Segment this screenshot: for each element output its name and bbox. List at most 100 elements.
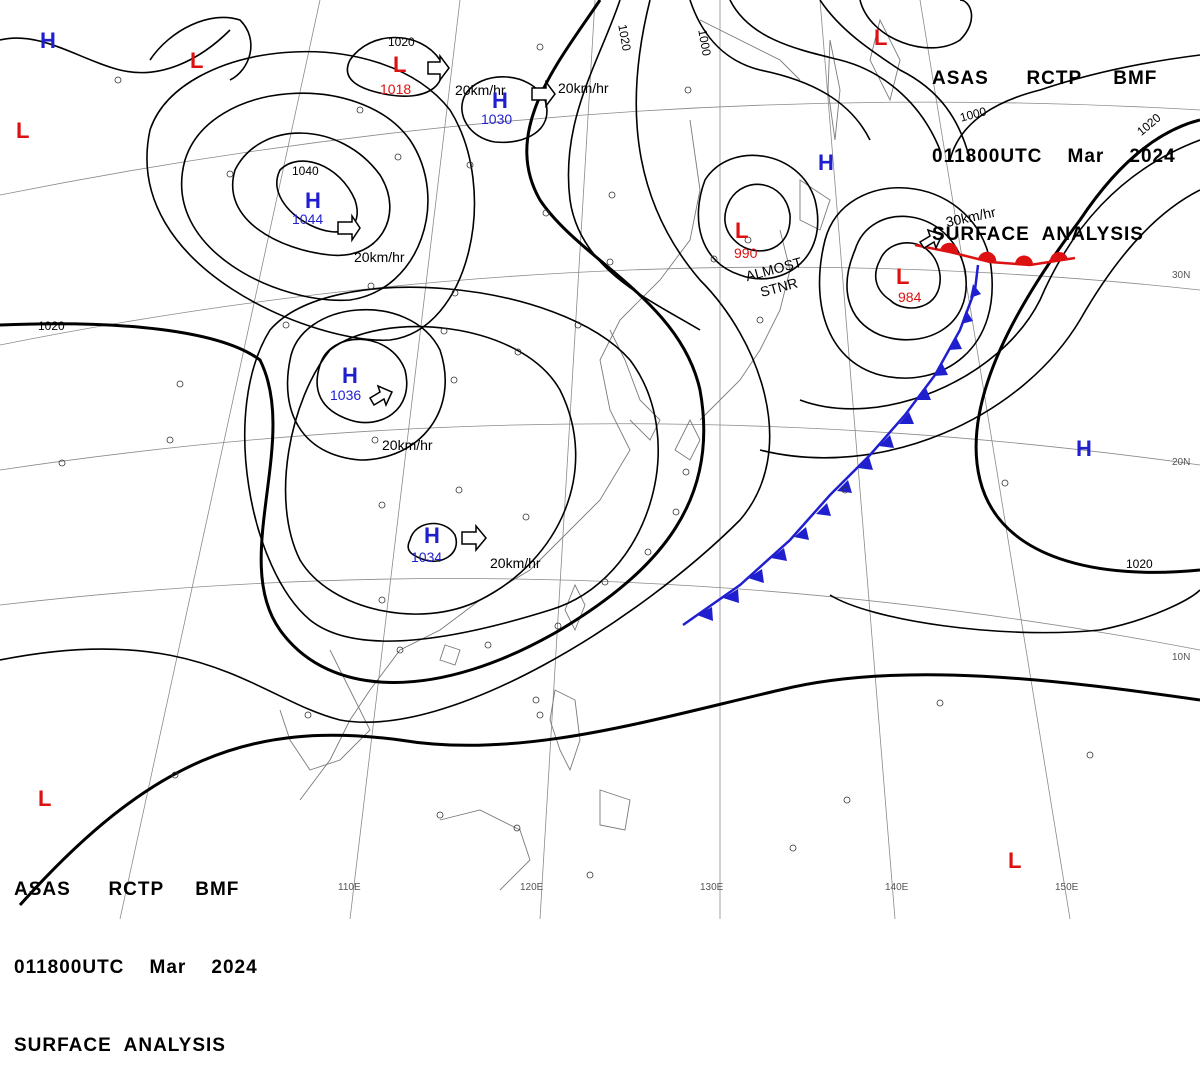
header-time-line: 011800UTC Mar 2024 (14, 957, 258, 978)
isobar-label: 1020 (615, 23, 633, 52)
isobar-1008 (759, 189, 1200, 459)
low-pressure-symbol: L (393, 52, 406, 77)
isobar-label: 1020 (388, 35, 415, 49)
isobar-1036-outer (180, 92, 429, 302)
isobar-1032-mid (286, 308, 446, 461)
station-plots (58, 43, 1094, 879)
isobar-1040-ring (232, 132, 391, 257)
low-pressure-symbol: L (1008, 848, 1021, 873)
isobar-992-ring (818, 187, 993, 379)
low-pressure-value: 984 (898, 289, 922, 305)
map-background (0, 0, 1200, 919)
high-pressure-value: 1044 (292, 211, 323, 227)
isobar-label: 1040 (292, 164, 319, 178)
motion-arrow-1034 (461, 523, 487, 553)
isobar-label: 1000 (958, 104, 988, 125)
motion-arrow-1018 (427, 53, 450, 83)
header-product-line: ASAS RCTP BMF (932, 68, 1158, 89)
warm-front-line (914, 243, 1076, 267)
latitude-line-10n (0, 578, 1200, 651)
high-pressure-symbol: H (342, 363, 358, 388)
sakhalin (827, 39, 841, 141)
cold-front-line (682, 264, 980, 627)
lon-label-130e: 130E (700, 882, 724, 893)
korea-peninsula (609, 329, 661, 441)
longitude-line-140e (819, 0, 896, 919)
header-title-line: SURFACE ANALYSIS (14, 1035, 226, 1056)
motion-label: 20km/hr (490, 555, 541, 571)
high-pressure-value: 1030 (481, 111, 512, 127)
isobar-1030-ring (461, 76, 548, 144)
isobar-1004 (799, 139, 1200, 410)
kyushu (674, 418, 701, 461)
isobar-1028-china (284, 325, 577, 615)
longitude-line-120e (539, 0, 596, 919)
lat-label-10n: 10N (1172, 652, 1190, 663)
isobar-1032-north (567, 0, 701, 331)
warm-front (914, 242, 1076, 267)
coastlines (279, 18, 901, 891)
header-time-line: 011800UTC Mar 2024 (932, 146, 1176, 167)
isobar-northern-1 (689, 0, 871, 141)
luzon (549, 689, 581, 772)
isobar-east-low-ring (859, 0, 973, 49)
motion-arrow-1030 (531, 79, 556, 109)
high-pressure-symbol: H (40, 28, 56, 53)
lat-label-20n: 20N (1172, 457, 1190, 468)
cold-front-barbs (697, 284, 981, 621)
weather-map: 30N 20N 10N 110E 120E 130E 140E 150E 102… (0, 0, 1200, 919)
lon-label-110e: 110E (338, 882, 361, 893)
lon-label-140e: 140E (885, 882, 909, 893)
motion-arrow-1044 (337, 213, 361, 243)
isobar-northern-3 (819, 0, 971, 161)
isobar-1000 (949, 54, 1200, 161)
china-coast (299, 119, 701, 801)
hainan (439, 644, 461, 666)
coordinate-labels: 30N 20N 10N 110E 120E 130E 140E 150E (338, 270, 1190, 893)
motion-label: 20km/hr (382, 437, 433, 453)
mindanao (599, 789, 631, 831)
high-pressure-symbol: H (492, 88, 508, 113)
isobar-northwest-1 (0, 29, 231, 74)
latitude-line-30n (0, 266, 1200, 346)
high-pressure-value: 1034 (411, 549, 442, 565)
longitude-line-110e (349, 0, 461, 919)
map-header-top-right: ASAS RCTP BMF 011800UTC Mar 2024 SURFACE… (932, 14, 1176, 274)
low-pressure-symbol: L (190, 48, 203, 73)
isobar-984-ring (874, 242, 941, 309)
isobar-990-ring (724, 183, 791, 252)
lon-label-120e: 120E (520, 882, 544, 893)
borneo-coast (439, 809, 531, 891)
high-pressure-symbol: H (305, 188, 321, 213)
low-pressure-value: 1018 (380, 81, 411, 97)
lon-label-150e: 150E (1055, 882, 1079, 893)
low-pressure-symbol: L (896, 264, 909, 289)
isobar-northern-2 (729, 0, 941, 151)
low-pressure-value: 990 (734, 245, 758, 261)
longitude-line-150e (919, 0, 1071, 919)
isobar-northwest-2 (149, 16, 252, 81)
latitude-line-40n (0, 101, 1200, 196)
sea-of-okhotsk-coast (699, 19, 801, 81)
longitude-line-100e (119, 0, 321, 919)
motion-arrow-1036 (368, 384, 394, 408)
high-pressure-symbol: H (1076, 436, 1092, 461)
isobar-1032-small (407, 522, 458, 562)
isobar-1036-ring (316, 338, 408, 424)
japan-hokkaido (799, 179, 831, 231)
isobar-1016 (0, 0, 771, 723)
motion-label: 20km/hr (558, 80, 609, 96)
warm-front-barbs (940, 242, 1068, 265)
taiwan (564, 583, 586, 632)
isobar-1020-thick (0, 0, 706, 684)
motion-label: 20km/hr (354, 249, 405, 265)
isobar-1024-china (244, 286, 659, 642)
isobar-988-ring (846, 215, 967, 341)
motion-arrow-984 (918, 228, 944, 251)
japan-honshu (699, 229, 791, 421)
motion-arrows (337, 53, 944, 553)
graticule (0, 0, 1200, 919)
isobar-996-ring (697, 154, 819, 280)
indochina (279, 649, 371, 771)
header-title-line: SURFACE ANALYSIS (932, 224, 1144, 245)
